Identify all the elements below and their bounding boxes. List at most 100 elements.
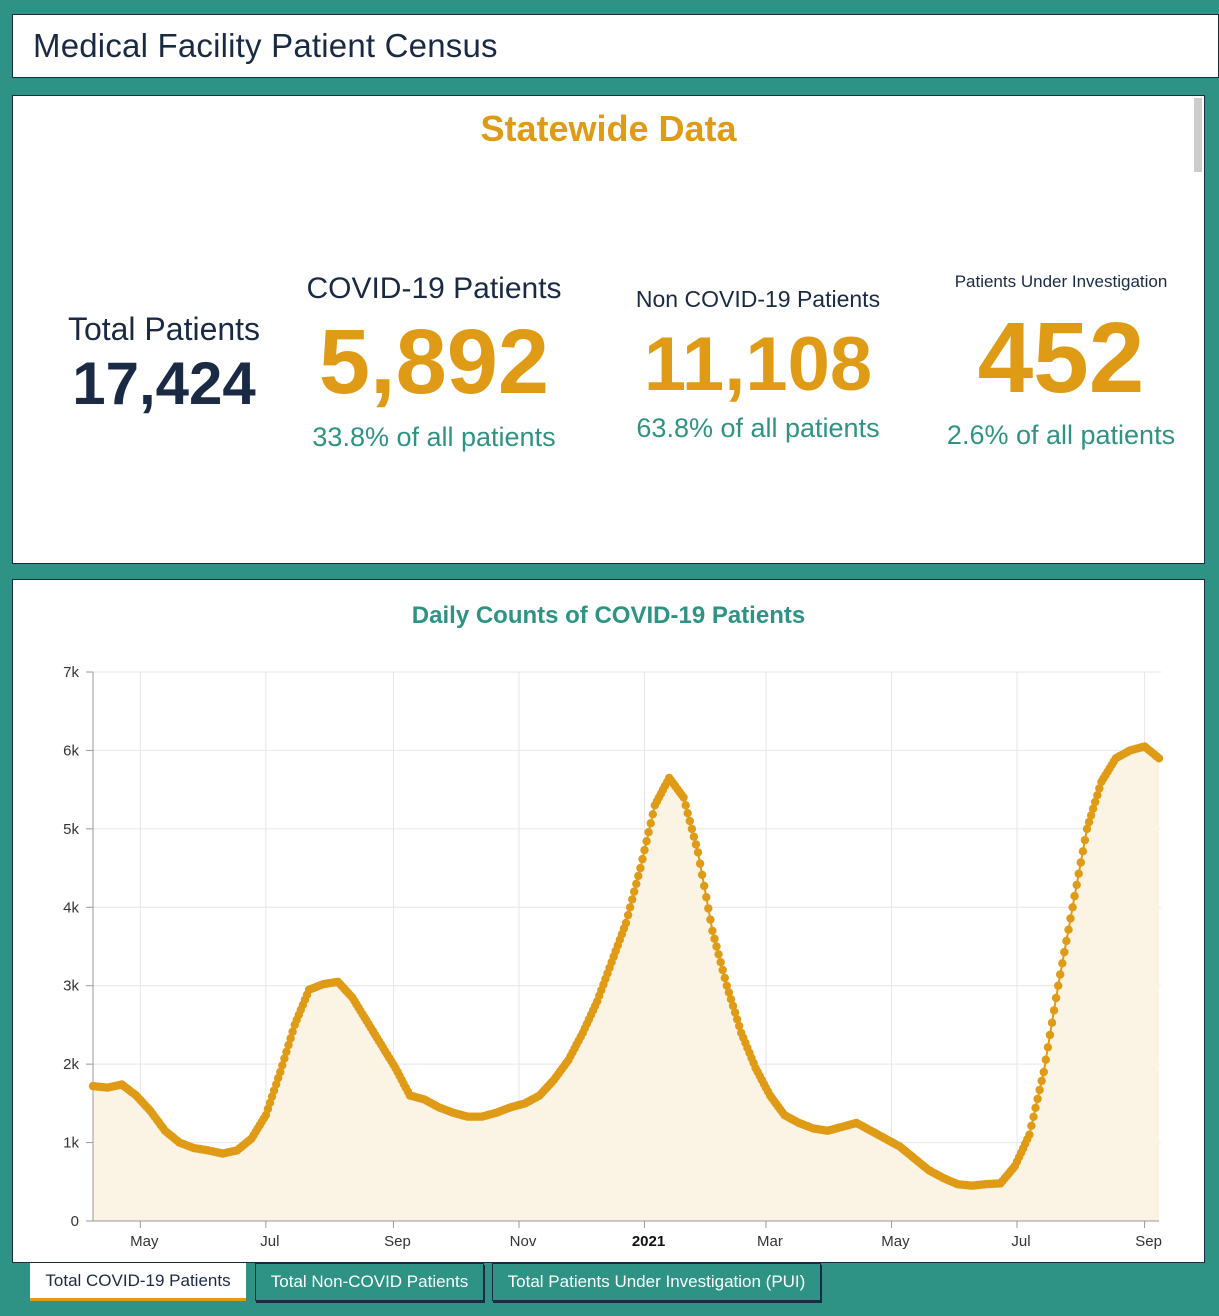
x-tick-label: Nov <box>510 1233 537 1250</box>
data-point <box>1027 1121 1036 1130</box>
data-point <box>621 918 631 928</box>
data-point <box>1080 835 1090 845</box>
data-point <box>278 1061 287 1070</box>
data-point <box>1072 880 1081 890</box>
y-tick-label: 4k <box>63 899 79 916</box>
stat-patients-under-investigation: Patients Under Investigation 452 2.6% of… <box>941 272 1181 451</box>
data-point <box>1045 1030 1055 1040</box>
x-tick-label: 2021 <box>632 1233 665 1250</box>
data-point <box>1029 1112 1038 1121</box>
data-point <box>1033 1094 1042 1104</box>
data-point <box>623 910 633 920</box>
data-point <box>724 988 734 997</box>
data-point <box>1064 925 1073 934</box>
data-point <box>1154 754 1164 763</box>
data-point <box>687 824 697 834</box>
data-point <box>1047 1018 1057 1027</box>
data-point <box>284 1040 293 1050</box>
data-point <box>735 1021 744 1031</box>
data-point <box>681 801 690 810</box>
data-point <box>720 973 729 983</box>
chart-points <box>88 742 1164 1190</box>
stat-value: 11,108 <box>643 322 873 407</box>
data-point <box>1093 791 1102 800</box>
y-tick-label: 5k <box>63 821 79 838</box>
data-point <box>625 903 635 912</box>
stat-total-patients: Total Patients 17,424 <box>33 311 295 414</box>
scrollbar[interactable] <box>1194 98 1202 172</box>
data-point <box>683 809 692 818</box>
stat-label: Total Patients <box>67 311 261 347</box>
y-tick-label: 3k <box>63 978 79 995</box>
data-point <box>702 893 711 902</box>
x-tick-label: Jul <box>260 1233 279 1250</box>
chart-axes <box>86 671 1159 1228</box>
stat-label: COVID-19 Patients <box>306 272 562 305</box>
chart-tick-labels: 0 1k 2k 3k 4k 5k 6k 7k May Jul Sep Nov 2021 Mar May Jul… <box>63 664 1162 1250</box>
data-point <box>708 926 717 935</box>
data-point <box>728 1001 738 1011</box>
data-point <box>1062 936 1071 946</box>
data-point <box>1035 1085 1044 1095</box>
y-tick-label: 7k <box>63 664 79 681</box>
data-point <box>1054 981 1063 990</box>
data-point <box>732 1015 742 1024</box>
data-point <box>722 981 731 990</box>
y-tick-label: 2k <box>63 1056 79 1073</box>
data-point <box>282 1047 291 1056</box>
data-point <box>636 863 645 873</box>
data-point <box>630 887 639 896</box>
stat-label: Patients Under Investigation <box>954 272 1168 291</box>
data-point <box>1086 811 1096 820</box>
data-point <box>706 915 715 924</box>
series-area <box>93 746 1159 1221</box>
data-point <box>1078 847 1088 856</box>
data-point <box>280 1054 289 1063</box>
data-point <box>286 1034 295 1043</box>
data-point <box>710 934 719 943</box>
data-point <box>730 1008 740 1017</box>
stat-value: 5,892 <box>318 311 550 413</box>
tab-total-covid-patients[interactable]: Total COVID-19 Patients <box>30 1263 246 1301</box>
title-bar: Medical Facility Patient Census <box>12 14 1219 78</box>
covid-daily-counts-chart[interactable]: 0 1k 2k 3k 4k 5k 6k 7k May Jul Sep Nov 2021 Mar May Jul… <box>13 580 1206 1264</box>
tab-total-pui[interactable]: Total Patients Under Investigation (PUI) <box>492 1263 821 1301</box>
data-point <box>685 816 694 826</box>
stat-non-covid-patients: Non COVID-19 Patients 11,108 63.8% of al… <box>613 286 903 444</box>
section-title: Statewide Data <box>480 108 737 149</box>
data-point <box>646 819 655 828</box>
stat-percent: 33.8% of all patients <box>312 422 556 452</box>
data-point <box>1088 804 1098 813</box>
data-point <box>642 837 651 846</box>
data-point <box>1051 993 1061 1003</box>
data-point <box>716 958 725 967</box>
data-point <box>1095 784 1104 793</box>
data-point <box>1060 947 1069 957</box>
data-point <box>679 793 688 802</box>
data-point <box>697 870 707 879</box>
chart-title: Daily Counts of COVID-19 Patients <box>411 602 806 629</box>
data-point <box>693 848 703 857</box>
stat-value: 452 <box>977 302 1145 414</box>
data-point <box>634 871 643 881</box>
data-point <box>638 854 647 864</box>
data-point <box>1066 914 1075 923</box>
stat-covid-patients: COVID-19 Patients 5,892 33.8% of all pat… <box>295 272 573 453</box>
data-point <box>632 879 641 888</box>
data-point <box>1058 959 1067 968</box>
tab-total-non-covid-patients[interactable]: Total Non-COVID Patients <box>255 1263 484 1301</box>
data-point <box>1049 1006 1059 1015</box>
stat-percent: 63.8% of all patients <box>636 413 880 443</box>
y-tick-label: 1k <box>63 1135 79 1152</box>
data-point <box>1070 891 1079 901</box>
x-tick-label: May <box>881 1233 910 1250</box>
data-point <box>1076 858 1086 867</box>
data-point <box>1025 1130 1034 1139</box>
data-point <box>628 895 637 904</box>
data-point <box>1056 970 1065 979</box>
data-point <box>704 904 713 913</box>
data-point <box>1082 824 1092 834</box>
data-point <box>644 828 653 837</box>
statewide-summary-panel: Statewide Data Total Patients 17,424 COV… <box>12 95 1205 564</box>
app-title: Medical Facility Patient Census <box>33 27 498 64</box>
